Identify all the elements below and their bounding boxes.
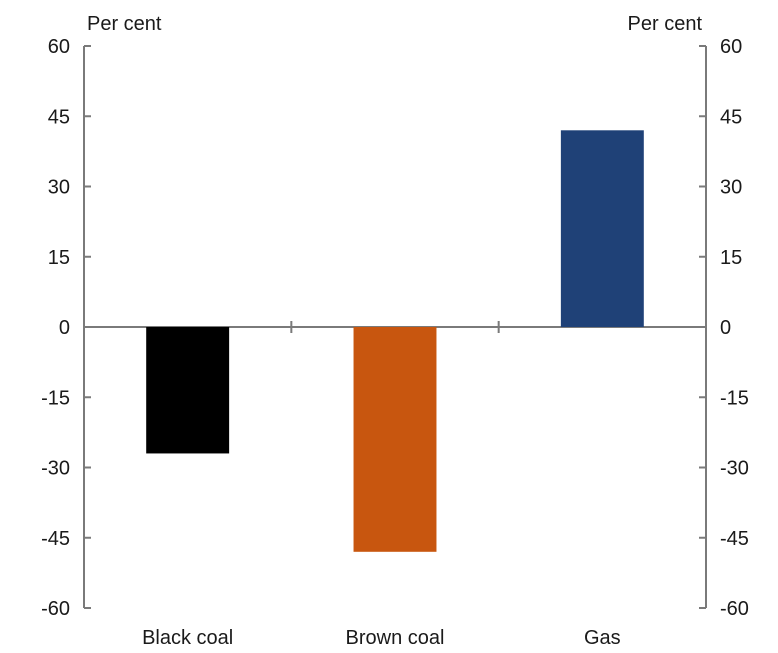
category-label-brown-coal: Brown coal: [346, 627, 445, 649]
right-tick-label: -30: [720, 458, 749, 480]
category-label-black-coal: Black coal: [142, 627, 233, 649]
left-tick-label: 60: [48, 36, 70, 58]
category-label-gas: Gas: [584, 627, 621, 649]
left-tick-label: -45: [41, 528, 70, 550]
bar-gas: [560, 130, 644, 327]
left-tick-label: -60: [41, 598, 70, 620]
right-tick-label: 60: [720, 36, 742, 58]
right-tick-label: 30: [720, 177, 742, 199]
left-axis-unit-label: Per cent: [87, 13, 162, 35]
right-tick-label: 45: [720, 106, 742, 128]
left-tick-label: 15: [48, 247, 70, 269]
bar-brown-coal: [353, 327, 437, 552]
right-tick-label: -15: [720, 387, 749, 409]
right-tick-label: 0: [720, 317, 731, 339]
left-tick-label: -15: [41, 387, 70, 409]
right-tick-label: -45: [720, 528, 749, 550]
right-tick-label: -60: [720, 598, 749, 620]
bar-black-coal: [146, 327, 230, 454]
left-tick-label: 0: [59, 317, 70, 339]
labels: 60 60 45 45 30 30 15 15 0 0 -15 -15 -30 -30 -45 -45 -60 -…: [41, 36, 749, 649]
left-tick-label: 45: [48, 106, 70, 128]
left-tick-label: 30: [48, 177, 70, 199]
right-tick-label: 15: [720, 247, 742, 269]
bars: [146, 130, 644, 552]
right-axis-unit-label: Per cent: [628, 13, 703, 35]
left-tick-label: -30: [41, 458, 70, 480]
